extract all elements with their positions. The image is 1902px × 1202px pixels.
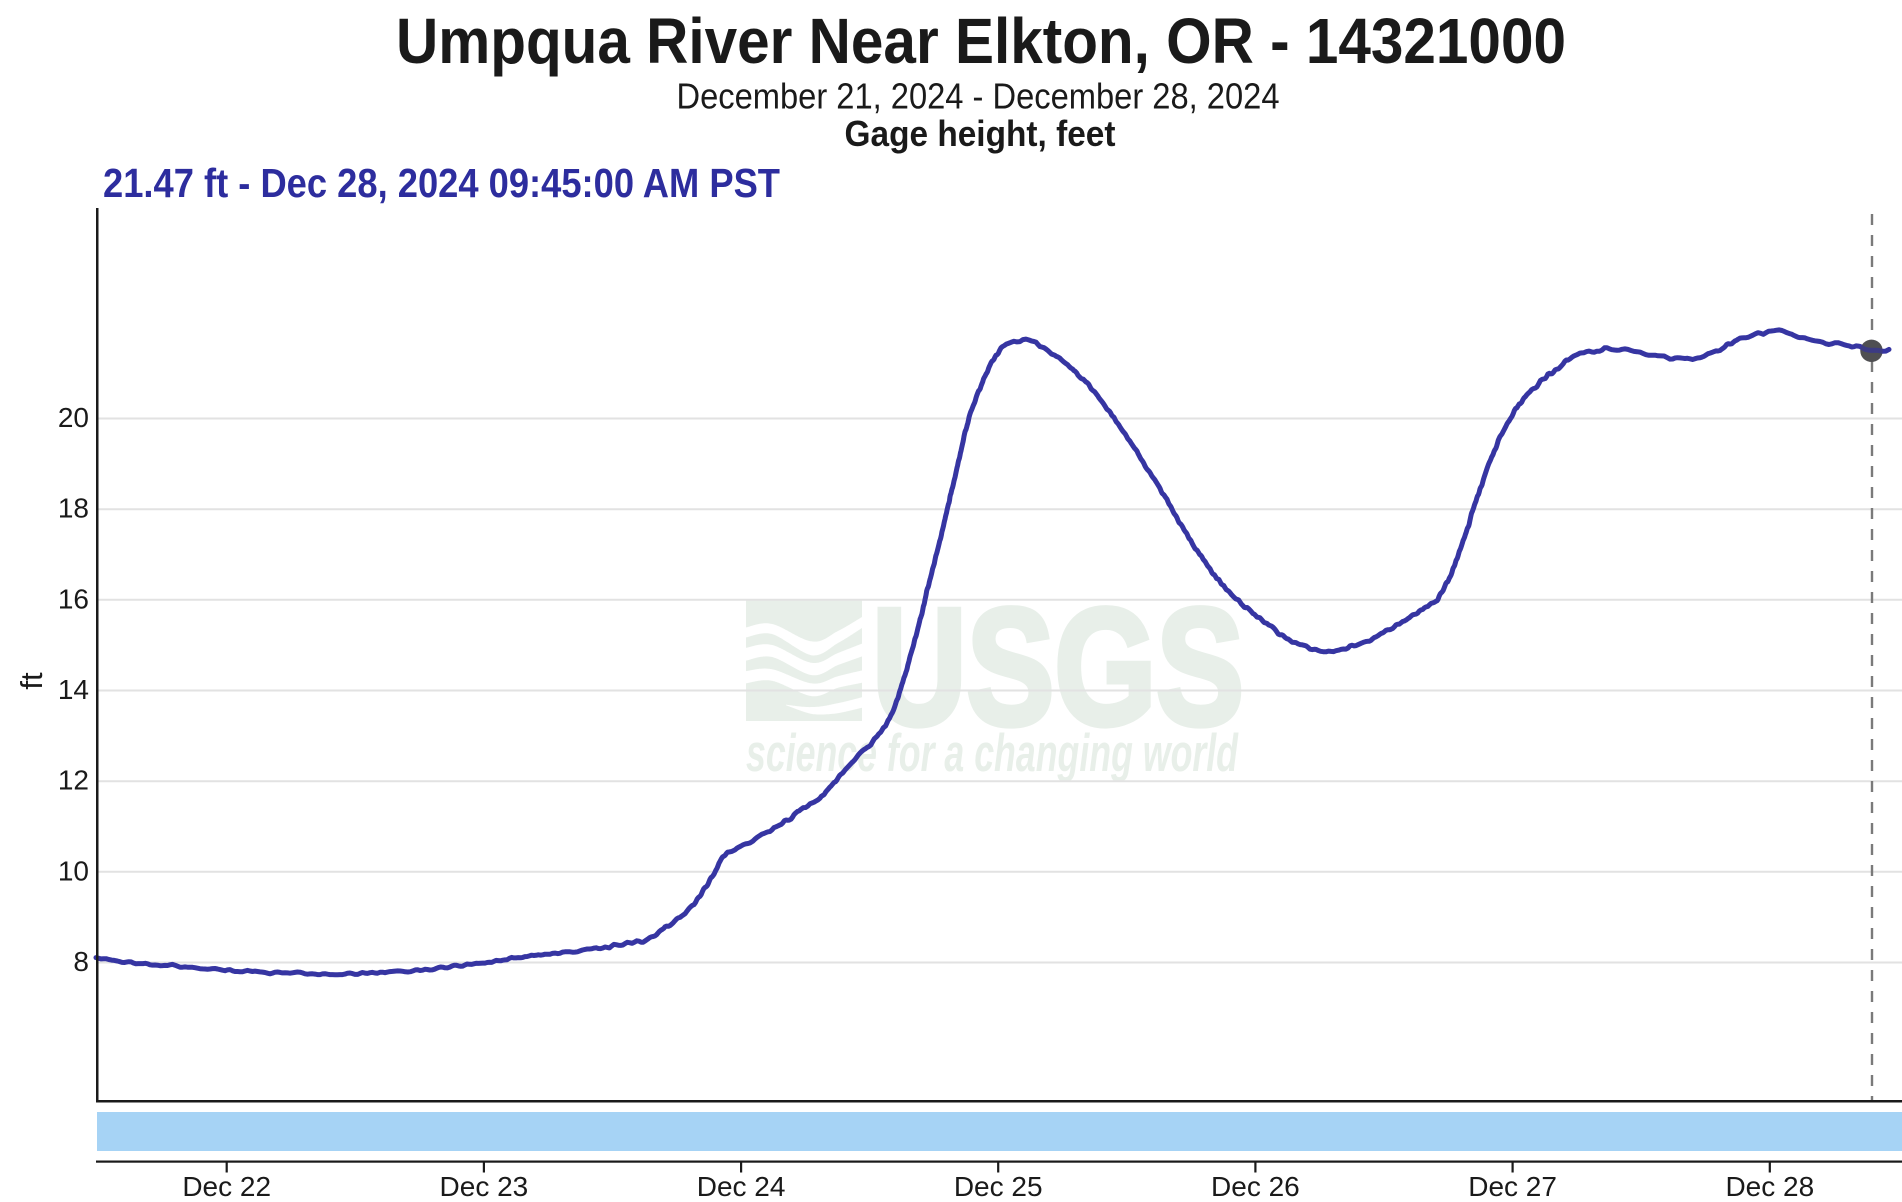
svg-text:ft: ft bbox=[14, 672, 49, 690]
svg-text:20: 20 bbox=[58, 402, 89, 433]
svg-text:16: 16 bbox=[58, 583, 89, 614]
svg-text:8: 8 bbox=[73, 946, 89, 977]
svg-text:18: 18 bbox=[58, 493, 89, 524]
svg-text:Umpqua River Near Elkton, OR -: Umpqua River Near Elkton, OR - 14321000 bbox=[396, 5, 1566, 77]
svg-text:Gage height, feet: Gage height, feet bbox=[845, 113, 1116, 154]
svg-text:10: 10 bbox=[58, 855, 89, 886]
svg-text:Dec 26: Dec 26 bbox=[1211, 1171, 1300, 1202]
svg-text:Dec 23: Dec 23 bbox=[440, 1171, 529, 1202]
svg-text:USGS: USGS bbox=[872, 575, 1244, 760]
svg-text:Dec 24: Dec 24 bbox=[697, 1171, 786, 1202]
svg-text:Dec 22: Dec 22 bbox=[182, 1171, 271, 1202]
svg-text:14: 14 bbox=[58, 674, 89, 705]
svg-text:Dec 27: Dec 27 bbox=[1468, 1171, 1557, 1202]
svg-text:Dec 28: Dec 28 bbox=[1725, 1171, 1814, 1202]
svg-text:12: 12 bbox=[58, 765, 89, 796]
svg-text:December 21, 2024 - December 2: December 21, 2024 - December 28, 2024 bbox=[677, 76, 1280, 117]
svg-text:science for a changing world: science for a changing world bbox=[746, 724, 1239, 783]
svg-text:21.47 ft - Dec 28, 2024 09:45:: 21.47 ft - Dec 28, 2024 09:45:00 AM PST bbox=[103, 160, 780, 206]
svg-text:Dec 25: Dec 25 bbox=[954, 1171, 1043, 1202]
